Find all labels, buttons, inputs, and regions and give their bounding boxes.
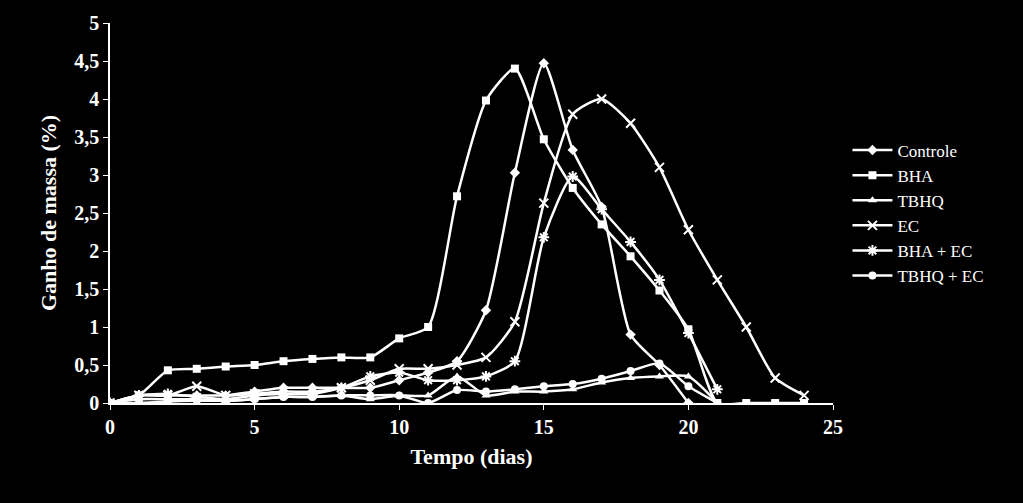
svg-text:0: 0 [89,392,99,414]
svg-text:1,5: 1,5 [74,278,99,300]
svg-text:Ganho de massa (%): Ganho de massa (%) [36,115,61,311]
svg-text:5: 5 [89,12,99,34]
svg-text:5: 5 [250,416,260,438]
svg-text:TBHQ + EC: TBHQ + EC [897,267,983,286]
svg-text:0,5: 0,5 [74,354,99,376]
svg-text:BHA + EC: BHA + EC [897,242,972,261]
svg-text:EC: EC [897,217,919,236]
svg-text:Tempo (dias): Tempo (dias) [410,444,532,469]
svg-text:20: 20 [678,416,698,438]
svg-text:3,5: 3,5 [74,126,99,148]
svg-text:15: 15 [534,416,554,438]
svg-text:BHA: BHA [897,167,934,186]
svg-text:Controle: Controle [897,142,957,161]
svg-text:3: 3 [89,164,99,186]
svg-text:0: 0 [105,416,115,438]
svg-text:25: 25 [823,416,843,438]
svg-text:4,5: 4,5 [74,50,99,72]
svg-text:2,5: 2,5 [74,202,99,224]
svg-text:4: 4 [89,88,99,110]
svg-text:TBHQ: TBHQ [897,192,943,211]
svg-text:10: 10 [389,416,409,438]
svg-text:2: 2 [89,240,99,262]
svg-text:1: 1 [89,316,99,338]
